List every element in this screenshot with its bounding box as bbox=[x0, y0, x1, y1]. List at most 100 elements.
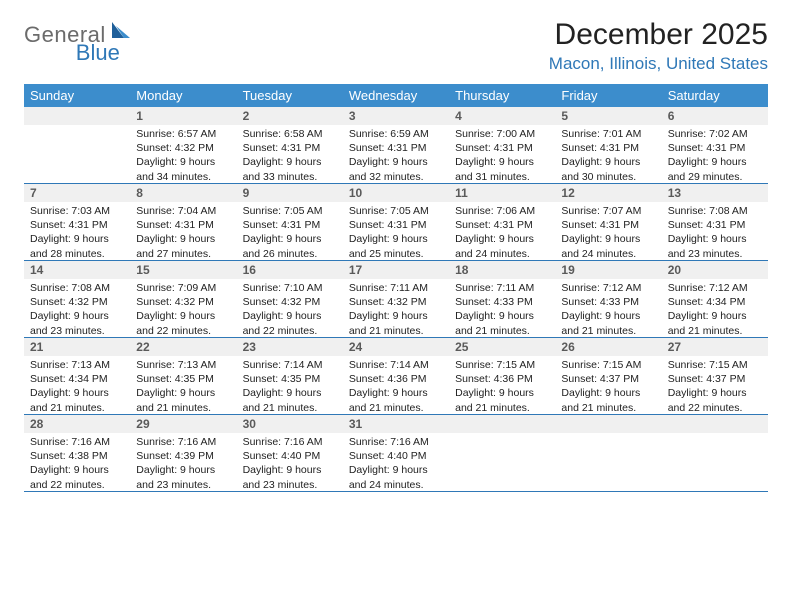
day-number-cell: 28 bbox=[24, 415, 130, 434]
day-number-cell: 31 bbox=[343, 415, 449, 434]
day-number: 24 bbox=[343, 338, 449, 356]
day-details: Sunrise: 7:00 AMSunset: 4:31 PMDaylight:… bbox=[449, 125, 555, 183]
day-line-d1: Daylight: 9 hours bbox=[455, 309, 549, 323]
day-number: 29 bbox=[130, 415, 236, 433]
day-cell: Sunrise: 6:58 AMSunset: 4:31 PMDaylight:… bbox=[237, 125, 343, 184]
day-line-d2: and 22 minutes. bbox=[136, 324, 230, 338]
day-details: Sunrise: 7:13 AMSunset: 4:35 PMDaylight:… bbox=[130, 356, 236, 414]
day-line-ss: Sunset: 4:36 PM bbox=[349, 372, 443, 386]
day-line-sr: Sunrise: 7:01 AM bbox=[561, 127, 655, 141]
day-cell: Sunrise: 7:15 AMSunset: 4:37 PMDaylight:… bbox=[662, 356, 768, 415]
header: General Blue December 2025 Macon, Illino… bbox=[24, 18, 768, 74]
day-cell: Sunrise: 7:05 AMSunset: 4:31 PMDaylight:… bbox=[237, 202, 343, 261]
day-details: Sunrise: 7:16 AMSunset: 4:40 PMDaylight:… bbox=[343, 433, 449, 491]
day-number: 27 bbox=[662, 338, 768, 356]
day-line-sr: Sunrise: 7:05 AM bbox=[349, 204, 443, 218]
day-line-d2: and 21 minutes. bbox=[243, 401, 337, 415]
day-line-d2: and 21 minutes. bbox=[30, 401, 124, 415]
day-line-ss: Sunset: 4:31 PM bbox=[243, 218, 337, 232]
day-line-d2: and 22 minutes. bbox=[243, 324, 337, 338]
day-line-d2: and 24 minutes. bbox=[349, 478, 443, 492]
day-line-d1: Daylight: 9 hours bbox=[668, 386, 762, 400]
day-details: Sunrise: 7:14 AMSunset: 4:36 PMDaylight:… bbox=[343, 356, 449, 414]
weekday-header: Tuesday bbox=[237, 84, 343, 107]
day-line-sr: Sunrise: 7:16 AM bbox=[136, 435, 230, 449]
day-line-sr: Sunrise: 7:08 AM bbox=[668, 204, 762, 218]
day-line-d2: and 21 minutes. bbox=[136, 401, 230, 415]
day-number-cell: 30 bbox=[237, 415, 343, 434]
day-number-cell: 13 bbox=[662, 184, 768, 203]
day-details: Sunrise: 7:07 AMSunset: 4:31 PMDaylight:… bbox=[555, 202, 661, 260]
day-details: Sunrise: 7:11 AMSunset: 4:32 PMDaylight:… bbox=[343, 279, 449, 337]
day-line-ss: Sunset: 4:33 PM bbox=[561, 295, 655, 309]
day-number-row: 123456 bbox=[24, 107, 768, 125]
day-details: Sunrise: 7:11 AMSunset: 4:33 PMDaylight:… bbox=[449, 279, 555, 337]
day-details: Sunrise: 7:15 AMSunset: 4:37 PMDaylight:… bbox=[662, 356, 768, 414]
day-line-ss: Sunset: 4:36 PM bbox=[455, 372, 549, 386]
day-details: Sunrise: 7:16 AMSunset: 4:40 PMDaylight:… bbox=[237, 433, 343, 491]
day-line-d1: Daylight: 9 hours bbox=[349, 386, 443, 400]
day-number: 4 bbox=[449, 107, 555, 125]
day-content-row: Sunrise: 6:57 AMSunset: 4:32 PMDaylight:… bbox=[24, 125, 768, 184]
day-number-cell bbox=[24, 107, 130, 125]
day-cell: Sunrise: 7:04 AMSunset: 4:31 PMDaylight:… bbox=[130, 202, 236, 261]
weekday-header: Friday bbox=[555, 84, 661, 107]
day-line-d1: Daylight: 9 hours bbox=[136, 463, 230, 477]
day-number: 1 bbox=[130, 107, 236, 125]
day-details: Sunrise: 7:02 AMSunset: 4:31 PMDaylight:… bbox=[662, 125, 768, 183]
day-line-sr: Sunrise: 7:04 AM bbox=[136, 204, 230, 218]
day-cell bbox=[662, 433, 768, 492]
day-line-sr: Sunrise: 7:08 AM bbox=[30, 281, 124, 295]
day-number: 6 bbox=[662, 107, 768, 125]
day-number-cell: 22 bbox=[130, 338, 236, 357]
day-line-d1: Daylight: 9 hours bbox=[30, 232, 124, 246]
day-details bbox=[24, 125, 130, 183]
day-number-cell: 24 bbox=[343, 338, 449, 357]
day-line-sr: Sunrise: 7:05 AM bbox=[243, 204, 337, 218]
day-line-d2: and 23 minutes. bbox=[136, 478, 230, 492]
day-line-d1: Daylight: 9 hours bbox=[243, 386, 337, 400]
day-number-cell: 16 bbox=[237, 261, 343, 280]
day-line-d1: Daylight: 9 hours bbox=[349, 155, 443, 169]
day-line-d2: and 26 minutes. bbox=[243, 247, 337, 261]
day-line-d2: and 21 minutes. bbox=[668, 324, 762, 338]
day-line-ss: Sunset: 4:31 PM bbox=[349, 218, 443, 232]
day-number: 16 bbox=[237, 261, 343, 279]
day-line-sr: Sunrise: 7:16 AM bbox=[243, 435, 337, 449]
day-cell: Sunrise: 7:00 AMSunset: 4:31 PMDaylight:… bbox=[449, 125, 555, 184]
day-number: 8 bbox=[130, 184, 236, 202]
day-number: 14 bbox=[24, 261, 130, 279]
day-cell: Sunrise: 7:14 AMSunset: 4:35 PMDaylight:… bbox=[237, 356, 343, 415]
day-number: 10 bbox=[343, 184, 449, 202]
day-line-ss: Sunset: 4:31 PM bbox=[136, 218, 230, 232]
day-line-ss: Sunset: 4:31 PM bbox=[668, 141, 762, 155]
day-number-cell: 20 bbox=[662, 261, 768, 280]
day-number-cell: 17 bbox=[343, 261, 449, 280]
day-cell: Sunrise: 7:16 AMSunset: 4:40 PMDaylight:… bbox=[237, 433, 343, 492]
day-number: 18 bbox=[449, 261, 555, 279]
day-content-row: Sunrise: 7:08 AMSunset: 4:32 PMDaylight:… bbox=[24, 279, 768, 338]
day-number-cell: 8 bbox=[130, 184, 236, 203]
day-number-cell: 18 bbox=[449, 261, 555, 280]
day-cell: Sunrise: 7:05 AMSunset: 4:31 PMDaylight:… bbox=[343, 202, 449, 261]
day-line-ss: Sunset: 4:31 PM bbox=[561, 141, 655, 155]
day-line-d2: and 29 minutes. bbox=[668, 170, 762, 184]
day-details: Sunrise: 7:12 AMSunset: 4:33 PMDaylight:… bbox=[555, 279, 661, 337]
day-line-ss: Sunset: 4:39 PM bbox=[136, 449, 230, 463]
day-cell: Sunrise: 7:11 AMSunset: 4:32 PMDaylight:… bbox=[343, 279, 449, 338]
day-cell: Sunrise: 7:06 AMSunset: 4:31 PMDaylight:… bbox=[449, 202, 555, 261]
logo: General Blue bbox=[24, 18, 178, 48]
day-number: 7 bbox=[24, 184, 130, 202]
day-line-d1: Daylight: 9 hours bbox=[668, 155, 762, 169]
day-cell: Sunrise: 7:07 AMSunset: 4:31 PMDaylight:… bbox=[555, 202, 661, 261]
day-details bbox=[555, 433, 661, 491]
day-line-ss: Sunset: 4:35 PM bbox=[243, 372, 337, 386]
day-details: Sunrise: 7:13 AMSunset: 4:34 PMDaylight:… bbox=[24, 356, 130, 414]
day-cell: Sunrise: 7:13 AMSunset: 4:34 PMDaylight:… bbox=[24, 356, 130, 415]
day-number: 22 bbox=[130, 338, 236, 356]
day-line-sr: Sunrise: 7:15 AM bbox=[561, 358, 655, 372]
day-line-ss: Sunset: 4:31 PM bbox=[349, 141, 443, 155]
day-cell: Sunrise: 7:10 AMSunset: 4:32 PMDaylight:… bbox=[237, 279, 343, 338]
day-line-sr: Sunrise: 7:03 AM bbox=[30, 204, 124, 218]
day-line-d2: and 24 minutes. bbox=[455, 247, 549, 261]
